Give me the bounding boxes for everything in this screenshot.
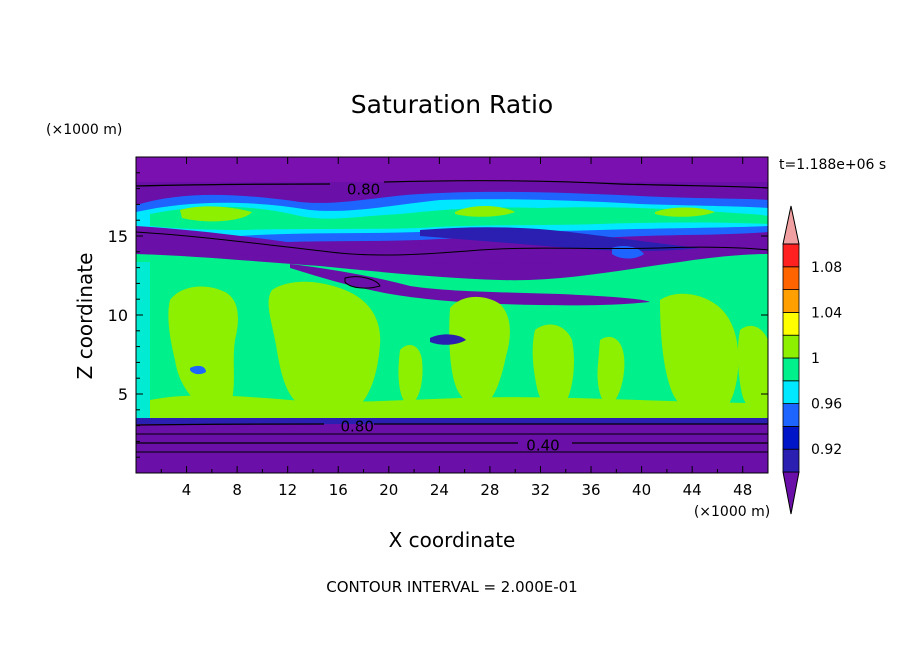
colorbar: 0.92 0.96 1 1.04 1.08 <box>782 205 842 515</box>
x-tick-label: 36 <box>581 481 600 499</box>
contour-closed-1 <box>344 276 381 289</box>
colorbar-swatch <box>782 243 800 268</box>
x-tick-label: 32 <box>531 481 550 499</box>
colorbar-swatch <box>782 289 800 313</box>
tower-3 <box>398 345 423 405</box>
mid-cyan-edge-left <box>136 262 150 420</box>
z-axis: 5 10 15 <box>108 172 768 458</box>
z-tick-label: 15 <box>108 227 128 246</box>
colorbar-swatch <box>782 334 800 359</box>
tower-8 <box>737 325 768 415</box>
tower-1 <box>168 286 238 409</box>
x-axis-title: X coordinate <box>389 528 516 552</box>
colorbar-swatch <box>782 448 800 473</box>
x-tick-label: 40 <box>632 481 651 499</box>
z-unit-label: (×1000 m) <box>46 122 122 138</box>
upper-yellowgreen-blob-1 <box>180 206 252 222</box>
blue-pocket-2 <box>430 334 466 345</box>
tower-4 <box>449 296 510 406</box>
contour-line-top-080 <box>135 180 769 189</box>
lower-dry-layer <box>136 420 768 473</box>
colorbar-swatch <box>782 357 800 382</box>
low-cloud-base <box>150 395 768 418</box>
colorbar-swatch <box>782 403 800 427</box>
contour-field <box>135 157 769 473</box>
contour-label: 0.80 <box>340 418 373 436</box>
colorbar-swatch <box>782 380 800 404</box>
dry-streak <box>290 264 650 306</box>
blue-pocket-3 <box>190 365 206 375</box>
colorbar-label: 0.92 <box>811 442 842 458</box>
time-label: t=1.188e+06 s <box>779 157 886 173</box>
x-tick-label: 28 <box>480 481 499 499</box>
contour-label: 0.80 <box>347 181 380 199</box>
chart-title: Saturation Ratio <box>351 90 553 119</box>
tower-7 <box>660 293 739 417</box>
x-axis: 4 8 12 16 20 24 28 32 36 40 44 48 <box>160 157 752 499</box>
x-tick-label: 20 <box>379 481 398 499</box>
z-tick-label: 10 <box>108 306 128 325</box>
contour-line-upper <box>135 231 769 256</box>
z-tick-label: 5 <box>118 385 128 404</box>
x-tick-label: 12 <box>278 481 297 499</box>
colorbar-swatch <box>782 266 800 290</box>
lower-blue-edge <box>136 418 768 424</box>
upper-yellowgreen-blob-3 <box>655 207 715 217</box>
tower-6 <box>597 336 625 406</box>
upper-yellowgreen-blob-2 <box>455 206 515 217</box>
x-tick-label: 4 <box>182 481 192 499</box>
contour-labels: 0.80 0.80 0.40 <box>340 181 559 455</box>
contour-label: 0.40 <box>526 437 559 455</box>
tower-2 <box>268 281 381 412</box>
tower-5 <box>532 324 574 407</box>
colorbar-label: 1.04 <box>811 305 842 321</box>
z-axis-title: Z coordinate <box>73 253 97 380</box>
colorbar-swatch <box>782 311 800 336</box>
x-tick-label: 24 <box>430 481 449 499</box>
dry-intrusion-upper <box>136 226 768 263</box>
colorbar-label: 0.96 <box>811 397 842 413</box>
top-stable-layer <box>136 157 768 182</box>
x-tick-label: 44 <box>683 481 702 499</box>
blue-pocket-1 <box>612 246 644 259</box>
x-tick-label: 48 <box>733 481 752 499</box>
upper-green-shelf <box>150 206 768 230</box>
dry-intrusion-core <box>420 227 700 251</box>
x-tick-label: 8 <box>232 481 242 499</box>
contour-line-lower-080 <box>135 423 768 426</box>
x-tick-label: 16 <box>329 481 348 499</box>
colorbar-swatch <box>782 425 800 450</box>
colorbar-under-triangle <box>782 471 800 515</box>
contour-interval-footer: CONTOUR INTERVAL = 2.000E-01 <box>326 578 577 596</box>
colorbar-over-triangle <box>782 205 800 245</box>
colorbar-label: 1 <box>811 351 820 367</box>
x-unit-label: (×1000 m) <box>694 504 770 520</box>
colorbar-label: 1.08 <box>811 260 842 276</box>
